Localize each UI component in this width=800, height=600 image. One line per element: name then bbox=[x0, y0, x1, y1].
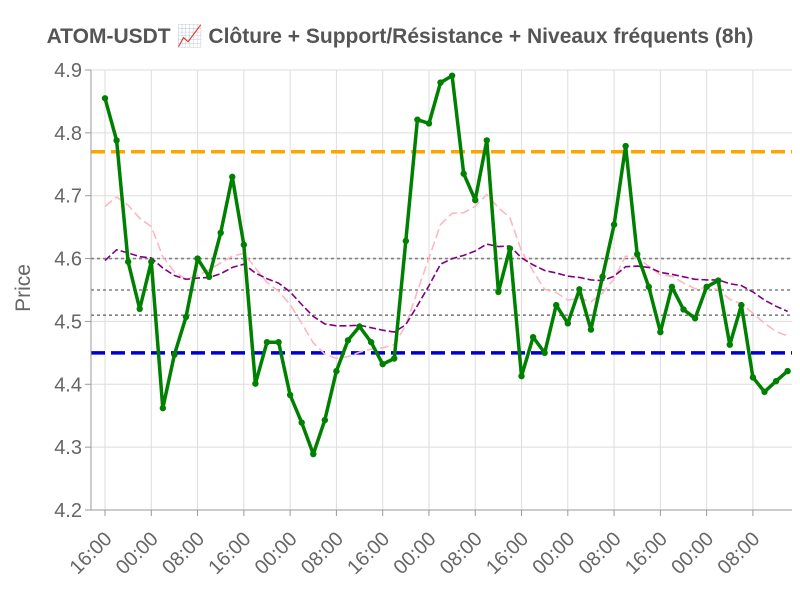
close-point bbox=[391, 355, 398, 362]
close-point bbox=[784, 367, 791, 375]
series-lines bbox=[103, 73, 789, 456]
close-point bbox=[749, 374, 757, 381]
close-point bbox=[263, 338, 271, 346]
close-point bbox=[379, 360, 386, 368]
close-point bbox=[333, 367, 340, 375]
close-point bbox=[182, 313, 190, 321]
close-point bbox=[298, 419, 305, 426]
y-tick-label: 4.5 bbox=[54, 311, 82, 333]
close-point bbox=[113, 137, 120, 144]
y-tick-label: 4.7 bbox=[54, 186, 82, 208]
close-point bbox=[703, 283, 710, 291]
close-point bbox=[101, 95, 109, 102]
y-tick-labels: 4.2 4.3 4.4 4.5 4.6 4.7 4.8 4.9 bbox=[54, 60, 82, 522]
close-point bbox=[576, 286, 583, 293]
close-point bbox=[761, 388, 768, 396]
close-line bbox=[103, 73, 789, 456]
moving-average-fast-line bbox=[104, 193, 788, 360]
close-point bbox=[506, 245, 514, 252]
y-tick-label: 4.6 bbox=[54, 249, 82, 271]
close-points bbox=[101, 72, 791, 458]
close-point bbox=[159, 404, 167, 412]
y-tick-label: 4.2 bbox=[54, 500, 82, 522]
y-tick-label: 4.8 bbox=[54, 123, 82, 145]
close-point bbox=[321, 416, 329, 424]
close-point bbox=[414, 116, 421, 123]
close-point bbox=[553, 301, 560, 309]
y-tick-label: 4.3 bbox=[54, 437, 82, 459]
close-point bbox=[599, 273, 606, 280]
close-point bbox=[124, 258, 132, 265]
chart-title: ATOM-USDT 📈 Clôture + Support/Résistance… bbox=[47, 23, 754, 48]
close-point bbox=[529, 333, 537, 341]
close-point bbox=[437, 79, 444, 86]
close-point bbox=[634, 250, 641, 258]
close-point bbox=[205, 273, 213, 280]
close-point bbox=[495, 288, 502, 296]
close-point bbox=[483, 137, 491, 144]
close-point bbox=[668, 283, 676, 291]
close-point bbox=[356, 323, 363, 330]
close-point bbox=[194, 255, 201, 262]
close-point bbox=[229, 173, 236, 181]
close-point bbox=[136, 305, 143, 313]
close-point bbox=[622, 142, 629, 150]
close-point bbox=[645, 283, 652, 291]
close-point bbox=[587, 326, 595, 333]
close-point bbox=[275, 338, 282, 346]
close-point bbox=[252, 380, 259, 387]
close-point bbox=[518, 372, 525, 380]
y-axis-label: Price bbox=[12, 264, 35, 312]
close-point bbox=[715, 277, 722, 284]
close-point bbox=[460, 170, 467, 177]
close-point bbox=[680, 306, 687, 313]
close-point bbox=[344, 337, 352, 344]
close-point bbox=[425, 120, 433, 127]
close-point bbox=[726, 341, 733, 348]
axes bbox=[90, 70, 792, 511]
y-tick-label: 4.9 bbox=[54, 60, 82, 82]
close-point bbox=[448, 72, 456, 79]
close-point bbox=[240, 241, 248, 248]
close-point bbox=[738, 301, 745, 309]
y-tick-label: 4.4 bbox=[54, 374, 82, 396]
close-point bbox=[610, 221, 618, 228]
close-point bbox=[564, 320, 571, 327]
close-point bbox=[148, 258, 155, 265]
close-point bbox=[217, 229, 224, 236]
close-point bbox=[286, 391, 294, 399]
close-point bbox=[772, 377, 780, 385]
close-point bbox=[402, 237, 410, 245]
close-point bbox=[472, 196, 479, 204]
close-point bbox=[367, 338, 375, 346]
moving-average-slow-line bbox=[104, 243, 788, 333]
close-point bbox=[541, 349, 548, 357]
close-point bbox=[691, 315, 699, 322]
close-point bbox=[657, 328, 664, 336]
close-point bbox=[310, 450, 317, 458]
close-point bbox=[171, 351, 178, 358]
